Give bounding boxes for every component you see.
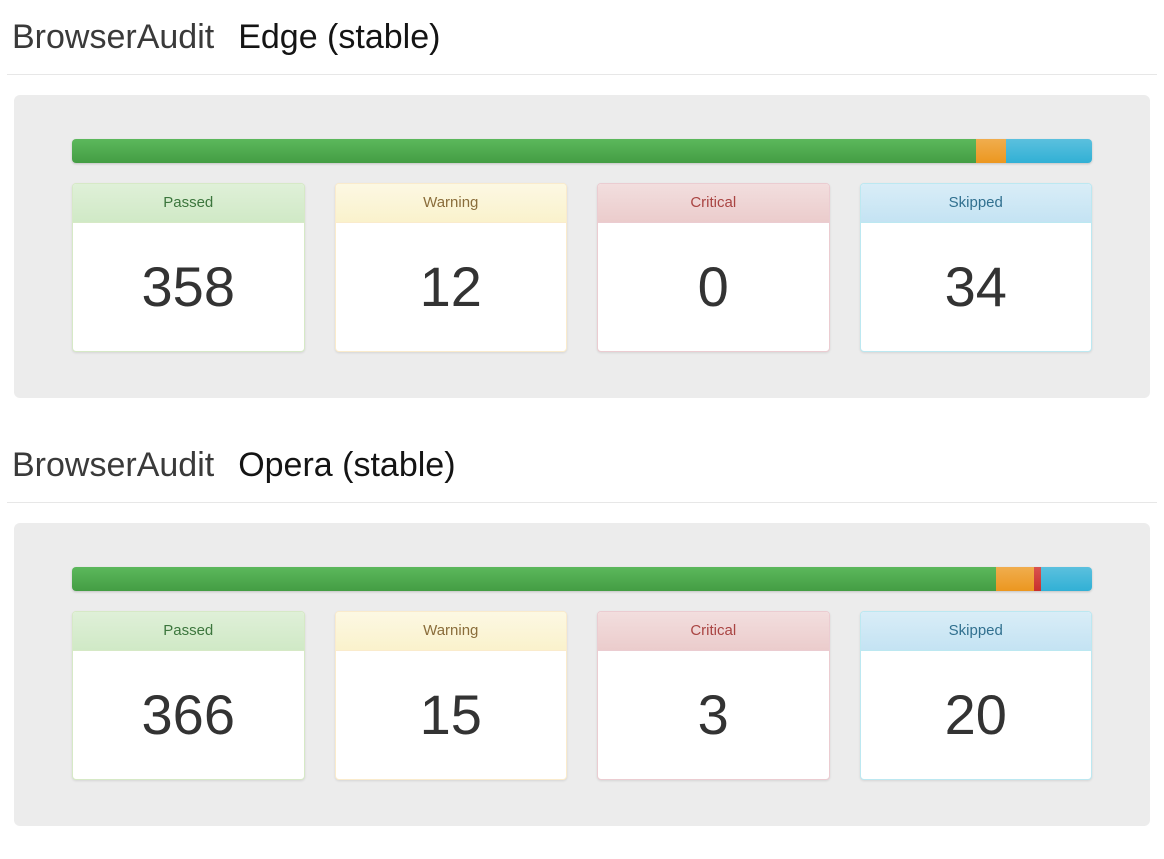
brand-text: BrowserAudit xyxy=(12,446,215,484)
stat-card-header: Critical xyxy=(598,612,829,651)
stat-card-header: Warning xyxy=(335,184,566,223)
stat-card-body: 15 xyxy=(336,651,567,779)
progress-segment-passed xyxy=(72,567,997,591)
section-title-opera: BrowserAudit Opera (stable) xyxy=(12,446,1157,484)
stat-count: 358 xyxy=(141,255,235,318)
browser-name: Edge (stable) xyxy=(238,18,441,56)
stat-card-body: 34 xyxy=(861,223,1092,351)
progress-segment-warning xyxy=(975,139,1007,163)
stat-card-body: 0 xyxy=(598,223,829,351)
progress-segment-critical xyxy=(1033,567,1042,591)
stat-card-header: Skipped xyxy=(860,184,1091,223)
stat-cards-row: Passed 358 Warning 12 Critical 0 Skipped xyxy=(72,183,1092,352)
stat-card-warning: Warning 15 xyxy=(334,611,567,780)
stat-count: 34 xyxy=(944,255,1007,318)
browser-name: Opera (stable) xyxy=(238,446,456,484)
stat-card-header: Passed xyxy=(73,612,304,651)
stat-card-passed: Passed 366 xyxy=(72,611,305,780)
summary-well-opera: Passed 366 Warning 15 Critical 3 Skipped xyxy=(14,523,1150,826)
stat-card-header: Warning xyxy=(335,612,566,651)
stat-card-body: 3 xyxy=(598,651,829,779)
stat-count: 15 xyxy=(419,683,482,746)
stat-card-critical: Critical 3 xyxy=(597,611,830,780)
page: BrowserAudit Edge (stable) Passed 358 War… xyxy=(0,18,1164,856)
section-title-edge: BrowserAudit Edge (stable) xyxy=(12,18,1157,56)
stat-card-warning: Warning 12 xyxy=(334,183,567,352)
progress-segment-skipped xyxy=(1006,139,1092,163)
results-progress-bar-edge xyxy=(72,139,1092,163)
results-progress-bar-opera xyxy=(72,567,1092,591)
stat-count: 366 xyxy=(141,683,235,746)
progress-segment-passed xyxy=(72,139,976,163)
stat-count: 3 xyxy=(697,683,729,746)
stat-card-critical: Critical 0 xyxy=(597,183,830,352)
divider xyxy=(7,74,1157,75)
stat-card-header: Skipped xyxy=(860,612,1091,651)
stat-count: 0 xyxy=(697,255,729,318)
progress-segment-warning xyxy=(996,567,1034,591)
stat-count: 20 xyxy=(944,683,1007,746)
stat-card-header: Passed xyxy=(73,184,304,223)
stat-card-body: 12 xyxy=(336,223,567,351)
stat-card-passed: Passed 358 xyxy=(72,183,305,352)
stat-card-body: 20 xyxy=(861,651,1092,779)
stat-cards-row: Passed 366 Warning 15 Critical 3 Skipped xyxy=(72,611,1092,780)
progress-segment-skipped xyxy=(1041,567,1092,591)
stat-card-body: 366 xyxy=(73,651,304,779)
brand-text: BrowserAudit xyxy=(12,18,215,56)
stat-card-skipped: Skipped 34 xyxy=(859,183,1092,352)
stat-card-body: 358 xyxy=(73,223,304,351)
stat-card-header: Critical xyxy=(598,184,829,223)
summary-well-edge: Passed 358 Warning 12 Critical 0 Skipped xyxy=(14,95,1150,398)
stat-card-skipped: Skipped 20 xyxy=(859,611,1092,780)
divider xyxy=(7,502,1157,503)
stat-count: 12 xyxy=(419,255,482,318)
